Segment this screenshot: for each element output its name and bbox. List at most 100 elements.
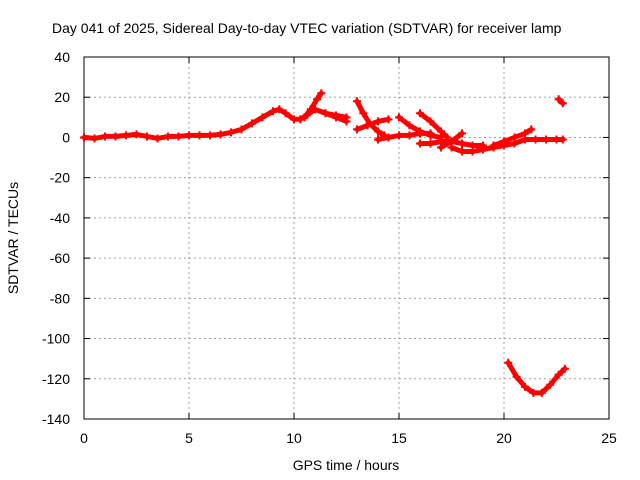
y-tick-label: 40 [54,49,70,65]
data-point [531,135,540,144]
data-point [395,131,403,140]
x-tick-label: 5 [185,430,193,446]
data-point [143,132,151,141]
data-point [426,131,435,140]
y-tick-label: -120 [42,371,70,387]
series-arc-13b [354,116,391,132]
data-point [111,132,120,141]
data-series [80,89,569,397]
data-point [342,113,351,122]
data-point [359,109,368,118]
data-point [185,131,193,140]
y-tick-label: -80 [50,290,70,306]
y-tick-label: -20 [50,170,70,186]
y-axis-title: SDTVAR / TECUs [5,182,21,294]
x-tick-label: 20 [496,430,512,446]
series-arc-11 [302,90,324,120]
data-point [500,137,508,146]
data-point [416,127,424,136]
data-point [227,128,235,137]
data-point [374,135,382,144]
y-tick-labels: -140 -120 -100 -80 -60 -40 -20 0 20 40 [42,49,70,427]
data-point [426,117,435,126]
chart-title: Day 041 of 2025, Sidereal Day-to-day VTE… [52,20,562,36]
data-point [281,109,290,118]
data-point [248,119,256,128]
data-point [447,143,456,152]
data-point [317,89,326,98]
data-point [437,143,445,152]
data-point [558,99,567,108]
data-point [468,147,477,156]
data-point [437,127,445,136]
x-tick-label: 0 [80,430,88,446]
x-tick-label: 10 [286,430,302,446]
data-point [554,95,563,104]
data-point [237,125,246,134]
data-point [164,132,172,141]
data-point [384,115,393,124]
data-point [122,131,130,140]
data-point [296,115,305,124]
x-tick-labels: 0 5 10 15 20 25 [80,430,617,446]
y-tick-label: -60 [50,250,70,266]
y-tick-label: -140 [42,411,70,427]
series-arc-16 [417,110,450,140]
data-point [542,135,550,144]
data-point [479,145,487,154]
data-point [527,125,536,134]
data-point [275,105,284,114]
plot-frame [83,56,610,420]
data-point [174,132,183,141]
data-point [537,388,546,397]
data-point [313,95,322,104]
y-tick-label: 0 [62,129,70,145]
data-point [269,107,277,116]
grid [84,57,609,419]
data-point [529,388,538,397]
data-point [353,97,361,106]
axis-ticks [83,56,610,420]
data-point [153,134,162,143]
data-point [560,364,569,373]
data-point [311,105,319,114]
series-arc-low [505,360,568,396]
data-point [458,147,466,156]
data-point [206,131,214,140]
data-point [416,109,424,118]
data-point [405,121,414,130]
data-point [510,133,519,142]
x-axis-title: GPS time / hours [293,457,400,473]
data-point [132,130,141,139]
data-point [546,380,555,389]
data-point [90,134,99,143]
data-point [558,135,567,144]
data-point [458,139,466,148]
data-point [384,133,393,142]
data-point [374,117,382,126]
data-point [101,132,109,141]
data-point [416,139,424,148]
data-point [258,113,267,122]
x-tick-label: 15 [391,430,407,446]
data-point [504,358,513,367]
data-point [458,129,466,138]
data-point [395,113,403,122]
y-tick-label: -100 [42,331,70,347]
data-point [300,113,309,122]
data-point [363,121,372,130]
data-point [80,133,88,142]
data-point [489,141,498,150]
data-point [332,111,340,120]
data-point [554,370,563,379]
y-tick-label: -40 [50,210,70,226]
data-point [512,372,521,381]
data-point [353,125,361,134]
data-point [374,127,382,136]
series-arc-12 [312,106,349,120]
data-point [405,131,414,140]
y-tick-label: 20 [54,89,70,105]
data-point [521,382,529,391]
data-point [426,139,435,148]
